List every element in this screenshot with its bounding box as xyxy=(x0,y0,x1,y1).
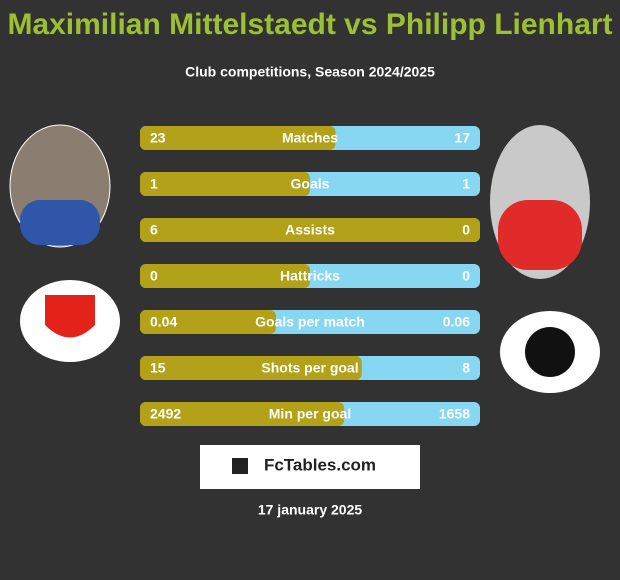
value-right: 1658 xyxy=(439,406,470,422)
stat-label: Goals per match xyxy=(255,314,365,330)
stat-label: Min per goal xyxy=(269,406,351,422)
brand: FcTables.com xyxy=(264,455,376,474)
jersey-left xyxy=(20,200,100,245)
value-right: 0 xyxy=(462,222,470,238)
value-right: 17 xyxy=(454,130,470,146)
value-left: 2492 xyxy=(150,406,181,422)
bar-left xyxy=(140,310,276,334)
brand-icon xyxy=(232,458,248,474)
stat-label: Matches xyxy=(282,130,338,146)
stat-label: Assists xyxy=(285,222,335,238)
bar-left xyxy=(140,126,336,150)
stat-rows: 23 Matches 17 1 Goals 1 6 Assists 0 0 Hattricks 0 0.… xyxy=(140,126,480,426)
bar-left xyxy=(140,264,310,288)
value-right: 8 xyxy=(462,360,470,376)
value-left: 1 xyxy=(150,176,158,192)
value-left: 0.04 xyxy=(150,314,177,330)
subtitle: Club competitions, Season 2024/2025 xyxy=(185,64,435,80)
value-left: 23 xyxy=(150,130,166,146)
stat-label: Hattricks xyxy=(280,268,340,284)
stat-label: Goals xyxy=(291,176,330,192)
value-left: 15 xyxy=(150,360,166,376)
club-logo-right-badge xyxy=(525,327,575,377)
stat-label: Shots per goal xyxy=(261,360,358,376)
bar-left xyxy=(140,402,345,426)
bar-left xyxy=(140,218,480,242)
club-logo-left-shield xyxy=(45,295,95,338)
value-right: 0.06 xyxy=(443,314,470,330)
date: 17 january 2025 xyxy=(258,502,363,518)
value-right: 1 xyxy=(462,176,470,192)
bar-left xyxy=(140,172,310,196)
value-right: 0 xyxy=(462,268,470,284)
jersey-right xyxy=(498,200,582,270)
bar-left xyxy=(140,356,362,380)
value-left: 0 xyxy=(150,268,158,284)
title: Maximilian Mittelstaedt vs Philipp Lienh… xyxy=(7,8,612,41)
value-left: 6 xyxy=(150,222,158,238)
